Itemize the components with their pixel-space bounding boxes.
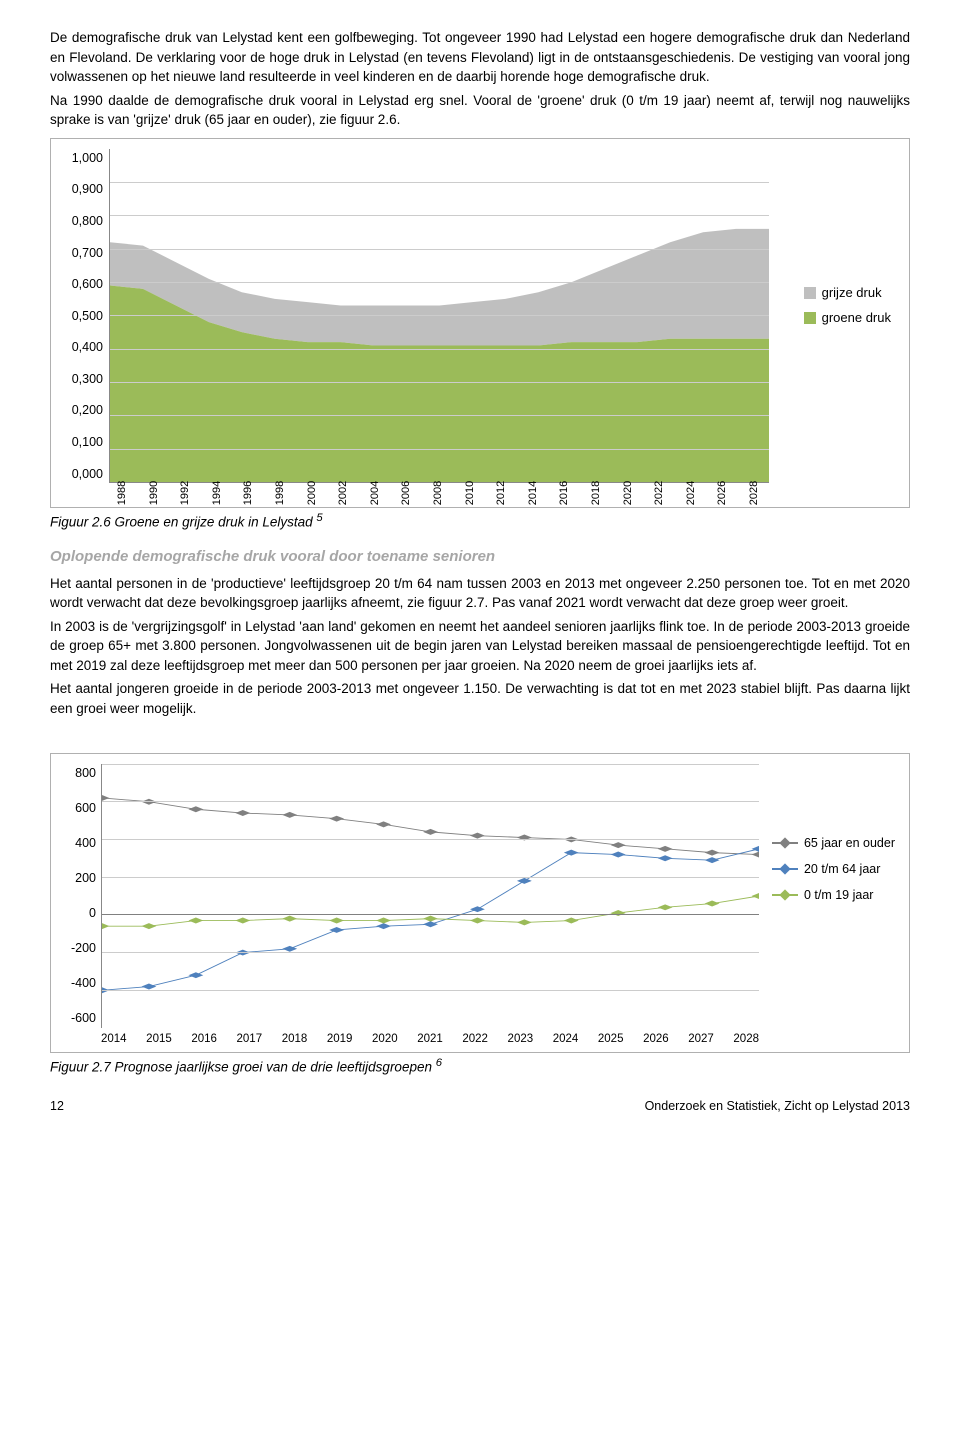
legend-label-2064: 20 t/m 64 jaar bbox=[804, 860, 880, 878]
body-paragraph-5: Het aantal jongeren groeide in de period… bbox=[50, 679, 910, 718]
chart1-caption-text: Figuur 2.6 Groene en grijze druk in Lely… bbox=[50, 514, 316, 529]
chart1-y-axis: 1,0000,9000,8000,7000,6000,5000,4000,300… bbox=[61, 149, 109, 501]
chart1-plot-area bbox=[109, 149, 769, 483]
legend-item-2064: 20 t/m 64 jaar bbox=[772, 860, 895, 878]
chart2-x-axis: 2014201520162017201820192020202120222023… bbox=[101, 1028, 759, 1046]
chart2-caption: Figuur 2.7 Prognose jaarlijkse groei van… bbox=[50, 1055, 910, 1077]
legend-item-groene: groene druk bbox=[804, 309, 891, 328]
legend-item-grijze: grijze druk bbox=[804, 284, 891, 303]
legend-label-grijze: grijze druk bbox=[822, 284, 882, 303]
legend-label-groene: groene druk bbox=[822, 309, 891, 328]
footer-text: Onderzoek en Statistiek, Zicht op Lelyst… bbox=[645, 1097, 910, 1115]
chart1-x-axis: 1988199019921994199619982000200220042006… bbox=[109, 483, 769, 501]
chart1-caption-sup: 5 bbox=[316, 512, 322, 524]
chart2-caption-sup: 6 bbox=[436, 1057, 442, 1069]
intro-paragraph-2: Na 1990 daalde de demografische druk voo… bbox=[50, 91, 910, 130]
legend-item-65plus: 65 jaar en ouder bbox=[772, 834, 895, 852]
page-footer: 12 Onderzoek en Statistiek, Zicht op Lel… bbox=[50, 1097, 910, 1115]
chart2-plot-area bbox=[101, 764, 759, 1028]
page-number: 12 bbox=[50, 1097, 64, 1115]
swatch-grijze bbox=[804, 287, 816, 299]
chart1-legend: grijze druk groene druk bbox=[804, 284, 891, 334]
body-paragraph-3: Het aantal personen in de 'productieve' … bbox=[50, 574, 910, 613]
legend-label-019: 0 t/m 19 jaar bbox=[804, 886, 873, 904]
chart2-caption-text: Figuur 2.7 Prognose jaarlijkse groei van… bbox=[50, 1059, 436, 1074]
marker-019 bbox=[772, 888, 798, 902]
chart2-legend: 65 jaar en ouder 20 t/m 64 jaar 0 t/m 19… bbox=[772, 834, 895, 912]
marker-65plus bbox=[772, 836, 798, 850]
swatch-groene bbox=[804, 312, 816, 324]
legend-item-019: 0 t/m 19 jaar bbox=[772, 886, 895, 904]
chart-2-7: 8006004002000-200-400-600 20142015201620… bbox=[50, 753, 910, 1053]
marker-2064 bbox=[772, 862, 798, 876]
body-paragraph-4: In 2003 is de 'vergrijzingsgolf' in Lely… bbox=[50, 617, 910, 676]
section-subheading: Oplopende demografische druk vooral door… bbox=[50, 546, 910, 568]
legend-label-65plus: 65 jaar en ouder bbox=[804, 834, 895, 852]
chart-2-6: 1,0000,9000,8000,7000,6000,5000,4000,300… bbox=[50, 138, 910, 508]
chart2-y-axis: 8006004002000-200-400-600 bbox=[61, 764, 101, 1046]
chart1-caption: Figuur 2.6 Groene en grijze druk in Lely… bbox=[50, 510, 910, 532]
intro-paragraph-1: De demografische druk van Lelystad kent … bbox=[50, 28, 910, 87]
